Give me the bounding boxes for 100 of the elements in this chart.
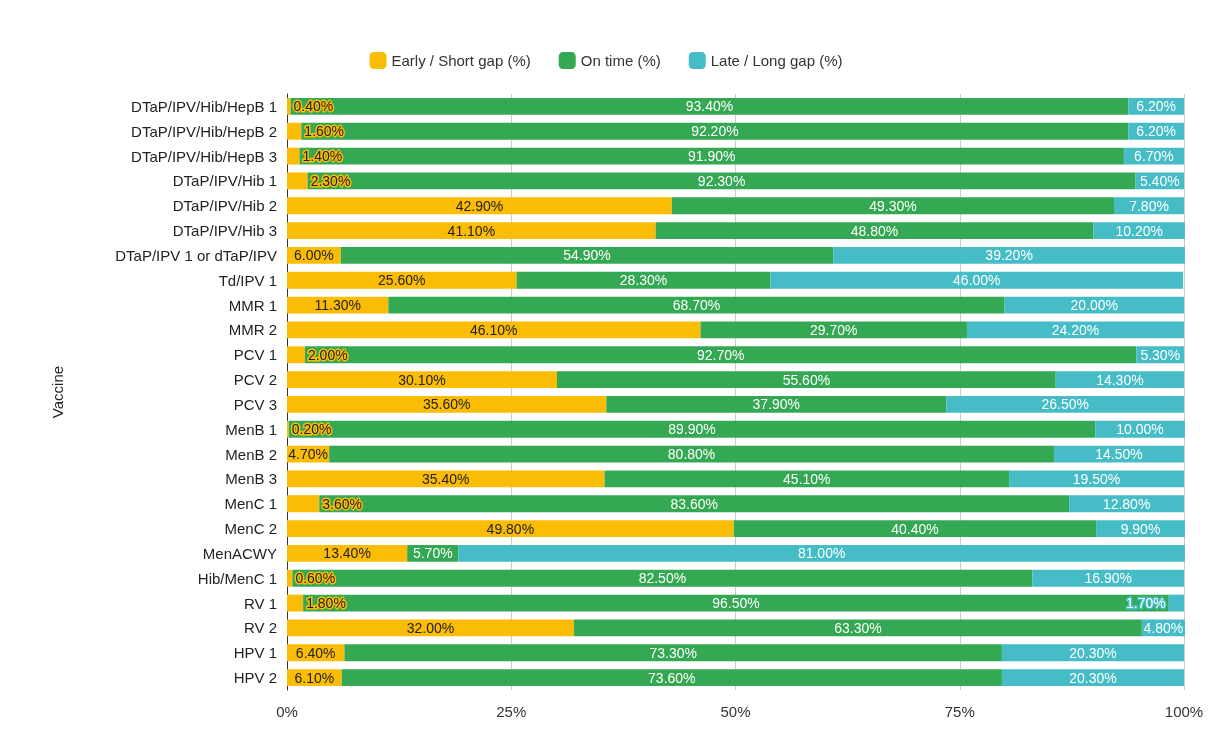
bar xyxy=(833,246,1185,264)
data-label: 13.40% xyxy=(323,545,371,562)
bar xyxy=(733,520,1097,538)
y-tick-label: DTaP/IPV 1 or dTaP/IPV xyxy=(115,246,277,264)
data-label: 0.20% xyxy=(291,421,332,438)
y-tick-label: MenB 2 xyxy=(225,445,277,463)
bar xyxy=(287,122,302,140)
bar xyxy=(606,395,947,413)
data-label: 41.10% xyxy=(447,222,496,239)
data-label: 28.30% xyxy=(619,272,668,289)
bar xyxy=(329,445,1054,463)
x-tick-label: 25% xyxy=(496,703,527,720)
data-label: 49.80% xyxy=(486,520,535,537)
data-label: 37.90% xyxy=(752,396,801,413)
data-label: 5.30% xyxy=(1140,346,1181,363)
y-tick-label: Td/IPV 1 xyxy=(218,271,277,289)
bar xyxy=(287,495,320,513)
bar xyxy=(299,147,1124,165)
data-label: 26.50% xyxy=(1041,396,1089,413)
data-label: 80.80% xyxy=(667,446,716,463)
data-label: 5.40% xyxy=(1139,172,1180,189)
bar xyxy=(574,619,1142,637)
bar xyxy=(307,172,1136,190)
legend-label: Early / Short gap (%) xyxy=(391,52,531,69)
bar xyxy=(344,644,1002,662)
bar xyxy=(287,569,293,587)
bar xyxy=(287,197,672,215)
data-label: 46.00% xyxy=(953,272,1001,289)
data-label: 9.90% xyxy=(1120,520,1161,537)
y-tick-label: MMR 1 xyxy=(228,296,277,314)
y-tick-label: DTaP/IPV/Hib 3 xyxy=(172,222,277,240)
data-label: 96.50% xyxy=(712,595,760,612)
data-label: 12.80% xyxy=(1102,495,1151,512)
bar xyxy=(287,172,308,190)
data-label: 6.20% xyxy=(1136,98,1177,115)
y-axis-title: Vaccine xyxy=(49,365,66,419)
data-label: 6.00% xyxy=(294,247,334,264)
y-tick-label: MMR 2 xyxy=(228,321,277,339)
bar xyxy=(287,147,300,165)
data-label: 30.10% xyxy=(398,371,446,388)
data-label: 25.60% xyxy=(378,272,426,289)
data-label: 0.60% xyxy=(295,570,336,587)
y-tick-label: PCV 2 xyxy=(233,371,277,389)
data-label: 11.30% xyxy=(314,297,361,314)
data-label: 6.40% xyxy=(295,644,336,661)
x-tick-label: 50% xyxy=(720,703,751,720)
data-label: 45.10% xyxy=(783,470,831,487)
data-label: 35.40% xyxy=(422,470,470,487)
data-label: 10.00% xyxy=(1116,421,1164,438)
data-label: 92.20% xyxy=(691,123,739,140)
data-label: 73.60% xyxy=(648,669,696,686)
bar xyxy=(557,371,1056,389)
y-tick-label: MenB 3 xyxy=(225,470,277,488)
y-tick-label: MenACWY xyxy=(202,544,277,562)
bar xyxy=(388,296,1005,314)
data-label: 0.40% xyxy=(293,98,334,115)
data-label: 48.80% xyxy=(850,222,899,239)
legend-label: Late / Long gap (%) xyxy=(710,52,843,69)
data-label: 4.80% xyxy=(1143,619,1184,636)
bar xyxy=(1168,594,1184,612)
data-label: 46.10% xyxy=(470,321,518,338)
y-tick-label: DTaP/IPV/Hib/HepB 3 xyxy=(131,147,277,165)
bar xyxy=(287,222,656,240)
data-label: 91.90% xyxy=(687,148,736,165)
data-label: 1.80% xyxy=(306,595,346,612)
bar xyxy=(287,346,305,364)
bar xyxy=(604,470,1010,488)
data-label: 82.50% xyxy=(638,570,687,587)
data-label: 19.50% xyxy=(1072,470,1121,487)
bar xyxy=(671,197,1115,215)
bar xyxy=(303,594,1169,612)
data-label: 14.30% xyxy=(1096,371,1144,388)
y-tick-label: RV 2 xyxy=(243,619,277,637)
data-label: 20.30% xyxy=(1069,669,1117,686)
data-label: 92.70% xyxy=(696,346,745,363)
bar xyxy=(292,569,1033,587)
y-tick-label: MenC 2 xyxy=(224,520,277,538)
data-label: 73.30% xyxy=(649,644,697,661)
y-tick-label: RV 1 xyxy=(243,594,277,612)
y-tick-label: HPV 1 xyxy=(233,644,277,662)
data-label: 54.90% xyxy=(563,247,611,264)
data-label: 92.30% xyxy=(697,172,746,189)
data-label: 81.00% xyxy=(797,545,846,562)
data-label: 93.40% xyxy=(685,98,734,115)
data-label: 6.20% xyxy=(1136,123,1177,140)
bar xyxy=(304,346,1137,364)
data-label: 10.20% xyxy=(1115,222,1163,239)
data-label: 1.40% xyxy=(302,148,343,165)
bar xyxy=(770,271,1184,289)
data-label: 68.70% xyxy=(672,297,721,314)
y-tick-label: HPV 2 xyxy=(233,669,277,687)
y-tick-label: PCV 1 xyxy=(233,346,277,364)
data-label: 14.50% xyxy=(1095,446,1143,463)
y-tick-label: DTaP/IPV/Hib/HepB 1 xyxy=(131,97,277,115)
data-label: 3.60% xyxy=(322,495,362,512)
data-label: 42.90% xyxy=(455,197,504,214)
y-tick-label: MenC 1 xyxy=(224,495,277,513)
data-label: 40.40% xyxy=(891,520,939,537)
bar xyxy=(340,246,834,264)
legend-label: On time (%) xyxy=(580,52,661,69)
